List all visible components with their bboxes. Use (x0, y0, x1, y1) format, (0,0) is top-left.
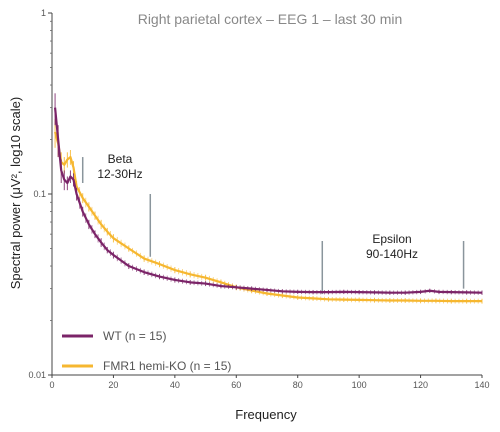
x-tick-label: 20 (108, 380, 118, 390)
band-range-label: 12-30Hz (97, 167, 142, 181)
chart-axes: 0 20 40 60 80 100 120 140 1 0.1 0.01 (28, 8, 489, 390)
series-line (54, 131, 482, 303)
x-axis-label: Frequency (235, 407, 297, 422)
band-name-label: Epsilon (372, 232, 411, 246)
legend-entry-label: FMR1 hemi-KO (n = 15) (103, 359, 231, 373)
series-fmr1-hemi-ko (54, 118, 483, 304)
x-tick-label: 60 (231, 380, 241, 390)
y-tick-label: 1 (41, 8, 46, 18)
series-line (53, 107, 483, 294)
series-wt (53, 93, 483, 295)
x-tick-label: 140 (474, 380, 489, 390)
band-range-label: 90-140Hz (366, 247, 418, 261)
legend-entry-label: WT (n = 15) (103, 329, 166, 343)
y-axis-label: Spectral power (μV², log10 scale) (8, 97, 23, 289)
x-tick-label: 100 (352, 380, 367, 390)
x-tick-label: 0 (49, 380, 54, 390)
y-tick-label: 0.1 (33, 189, 46, 199)
legend: WT (n = 15) FMR1 hemi-KO (n = 15) (62, 329, 231, 373)
series-layer (53, 93, 483, 304)
x-tick-label: 40 (170, 380, 180, 390)
x-tick-label: 80 (293, 380, 303, 390)
x-tick-label: 120 (413, 380, 428, 390)
y-tick-label: 0.01 (28, 370, 46, 380)
chart-title: Right parietal cortex – EEG 1 – last 30 … (138, 11, 403, 27)
band-name-label: Beta (108, 152, 133, 166)
